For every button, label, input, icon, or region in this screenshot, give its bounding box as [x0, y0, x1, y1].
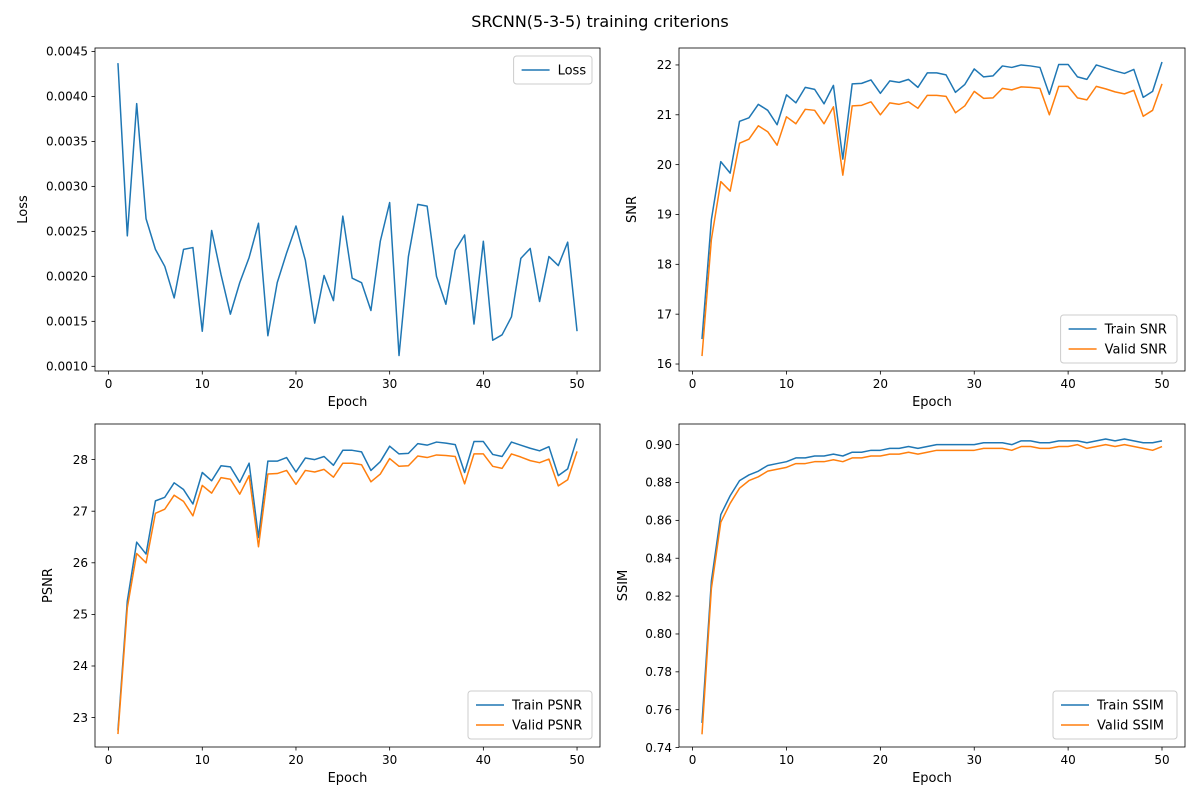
- x-tick-label: 50: [569, 753, 584, 767]
- y-tick-label: 24: [73, 659, 88, 673]
- series-line-valid-ssim: [701, 443, 1163, 735]
- legend: Loss: [513, 55, 593, 85]
- axes-frame: [94, 47, 601, 372]
- x-tick-label: 20: [288, 753, 303, 767]
- x-tick-label: 10: [195, 753, 210, 767]
- y-tick-label: 0.0015: [46, 315, 88, 329]
- series-line-train-snr: [701, 61, 1163, 340]
- y-axis-label: SSIM: [616, 570, 631, 602]
- axes-frame: [94, 423, 601, 748]
- y-tick-label: 0.0020: [46, 270, 88, 284]
- series-line-train-ssim: [701, 438, 1163, 723]
- y-tick-label: 0.90: [645, 438, 672, 452]
- x-tick-label: 50: [1154, 377, 1169, 391]
- legend: Train SSIM Valid SSIM: [1052, 690, 1178, 740]
- y-tick-label: 0.84: [645, 551, 672, 565]
- y-tick-label: 26: [73, 556, 88, 570]
- legend: Train PSNR Valid PSNR: [467, 690, 593, 740]
- legend-label-valid-psnr: Valid PSNR: [512, 719, 582, 734]
- y-tick-label: 16: [657, 357, 672, 371]
- legend-label-loss: Loss: [558, 64, 587, 79]
- y-tick-label: 22: [657, 58, 672, 72]
- legend-label-train-psnr: Train PSNR: [511, 699, 582, 714]
- y-tick-label: 27: [73, 504, 88, 518]
- x-tick-label: 0: [105, 753, 113, 767]
- y-tick-label: 18: [657, 258, 672, 272]
- x-axis-label: Epoch: [912, 771, 952, 786]
- legend-box: [513, 55, 593, 85]
- y-tick-label: 23: [73, 711, 88, 725]
- series-lines: [701, 438, 1163, 735]
- x-axis-label: Epoch: [912, 395, 952, 410]
- x-tick-label: 0: [689, 377, 697, 391]
- x-axis-label: Epoch: [328, 395, 368, 410]
- y-axis-label: Loss: [16, 195, 31, 224]
- y-tick-label: 19: [657, 208, 672, 222]
- x-tick-label: 40: [1060, 753, 1075, 767]
- x-tick-label: 50: [569, 377, 584, 391]
- legend-box: [467, 690, 593, 740]
- y-axis-label: SNR: [625, 196, 640, 223]
- y-tick-label: 0.82: [645, 589, 672, 603]
- y-tick-label: 0.0025: [46, 225, 88, 239]
- x-tick-label: 20: [873, 377, 888, 391]
- y-tick-label: 0.0040: [46, 90, 88, 104]
- y-tick-label: 0.88: [645, 476, 672, 490]
- axes-frame: [678, 423, 1186, 748]
- legend-box: [1060, 314, 1178, 364]
- x-tick-label: 50: [1154, 753, 1169, 767]
- x-tick-label: 40: [476, 753, 491, 767]
- y-tick-label: 0.76: [645, 703, 672, 717]
- y-tick-label: 0.80: [645, 627, 672, 641]
- x-tick-label: 30: [382, 753, 397, 767]
- legend-label-valid-ssim: Valid SSIM: [1097, 719, 1164, 734]
- y-tick-label: 0.0045: [46, 45, 88, 59]
- axes-frame: [678, 47, 1186, 372]
- y-tick-label: 17: [657, 307, 672, 321]
- y-tick-label: 0.0035: [46, 135, 88, 149]
- series-lines: [701, 61, 1163, 357]
- x-tick-label: 10: [779, 753, 794, 767]
- x-tick-label: 30: [967, 377, 982, 391]
- y-axis-label: PSNR: [41, 568, 56, 603]
- y-tick-label: 0.86: [645, 514, 672, 528]
- series-lines: [117, 63, 578, 357]
- x-axis-label: Epoch: [328, 771, 368, 786]
- series-line-loss: [117, 63, 578, 357]
- series-line-valid-psnr: [117, 451, 578, 735]
- legend-label-train-ssim: Train SSIM: [1096, 699, 1164, 714]
- x-tick-label: 30: [382, 377, 397, 391]
- x-tick-label: 0: [689, 753, 697, 767]
- x-tick-label: 20: [873, 753, 888, 767]
- series-lines: [117, 438, 578, 735]
- legend: Train SNR Valid SNR: [1060, 314, 1178, 364]
- legend-label-valid-snr: Valid SNR: [1105, 343, 1167, 358]
- x-tick-label: 0: [105, 377, 113, 391]
- y-tick-label: 28: [73, 453, 88, 467]
- series-line-train-psnr: [117, 438, 578, 731]
- y-tick-label: 0.74: [645, 741, 672, 755]
- x-tick-label: 40: [1060, 377, 1075, 391]
- y-tick-label: 20: [657, 158, 672, 172]
- legend-label-train-snr: Train SNR: [1104, 323, 1167, 338]
- x-tick-label: 40: [476, 377, 491, 391]
- x-tick-label: 10: [195, 377, 210, 391]
- x-tick-label: 20: [288, 377, 303, 391]
- y-tick-label: 0.78: [645, 665, 672, 679]
- y-tick-label: 21: [657, 108, 672, 122]
- figure-title: SRCNN(5-3-5) training criterions: [471, 12, 729, 31]
- legend-box: [1052, 690, 1178, 740]
- y-tick-label: 0.0030: [46, 180, 88, 194]
- x-tick-label: 10: [779, 377, 794, 391]
- x-tick-label: 30: [967, 753, 982, 767]
- y-tick-label: 25: [73, 608, 88, 622]
- y-tick-label: 0.0010: [46, 360, 88, 374]
- series-line-valid-snr: [701, 83, 1163, 357]
